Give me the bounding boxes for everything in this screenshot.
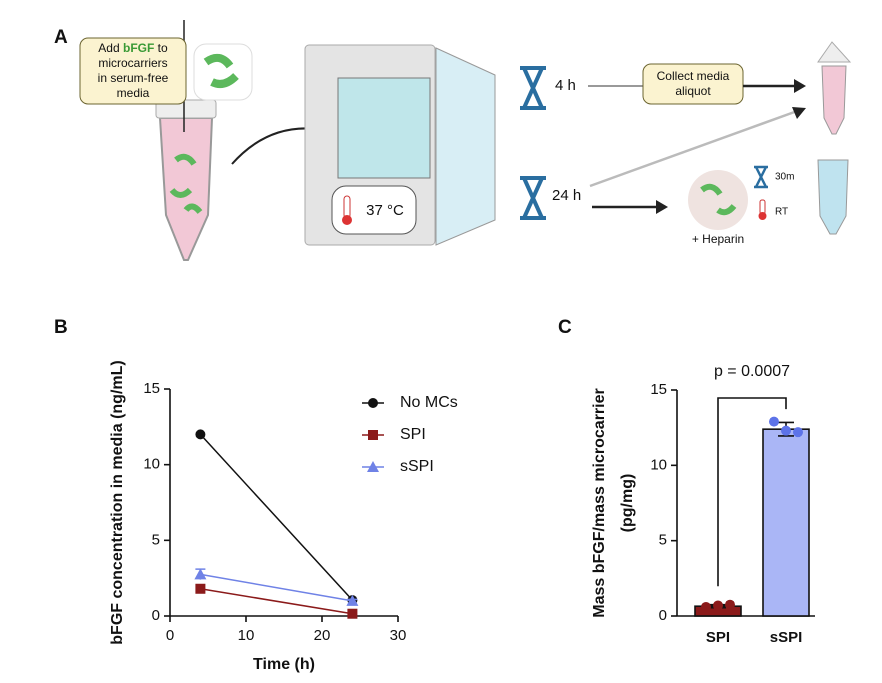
collect-box [642,63,744,105]
word: Add [98,41,119,55]
x-tick-label: 10 [238,627,255,644]
x-tick-label: 30 [390,627,407,644]
box-text: media [117,86,150,100]
marker [368,430,378,440]
marker [368,398,378,408]
heparin-label: + Heparin [692,232,744,246]
thermometer-bulb [758,212,767,220]
legend-label: No MCs [400,394,458,411]
series-line [199,433,353,601]
data-point [725,599,735,610]
thermometer [759,199,766,215]
panel-label: C [558,317,572,338]
marker [346,594,359,606]
legend-label: sSPI [400,458,434,475]
heparin-temp: RT [775,207,788,218]
x-tick-label: sSPI [770,629,803,646]
x-tick-label: 20 [314,627,331,644]
arrow [589,108,801,188]
heparin-mix [688,170,748,230]
time-label: 24 h [552,187,581,204]
icon [193,43,253,101]
arrow-head [792,107,806,119]
panel-label: B [54,317,68,338]
marker [195,429,206,440]
marker [367,461,379,472]
bar [762,428,810,617]
tube [821,65,847,135]
arrow-head [794,79,806,93]
word: to [158,41,168,55]
y-axis-label: bFGF concentration in media (ng/mL) [109,360,126,644]
marker [194,568,207,580]
data-point [701,601,711,612]
y-tick-label: 15 [143,380,160,397]
data-point [781,425,791,436]
heparin-time: 30m [775,172,794,183]
text-box [79,37,187,105]
y-tick-label: 10 [650,456,667,473]
collect-text: aliquot [675,84,711,98]
microcarriers [169,153,203,214]
incubator-door [435,47,496,246]
x-axis-label: Time (h) [253,656,315,673]
series-line [200,573,353,602]
panel-label: A [54,27,68,48]
arrow-head [656,200,668,214]
y-tick-label: 0 [152,607,160,624]
x-tick-label: 0 [166,627,174,644]
diagram: A Add bFGF to microcarriers in serum-fre… [54,20,852,261]
incubator-window [337,77,431,179]
hourglass [520,66,546,110]
y-axis-label: (pg/mg) [619,474,636,533]
collect-text: Collect media [657,69,730,83]
marker [195,583,206,594]
box-text: in serum-free [98,71,169,85]
tube [817,159,849,235]
thermometer [343,195,351,219]
word: bFGF [123,41,154,55]
hourglass [754,165,768,189]
tube [158,117,214,261]
y-tick-label: 5 [659,532,667,549]
temperature: 37 °C [366,202,404,219]
x-tick-label: SPI [706,629,730,646]
box-text: microcarriers [98,56,167,70]
temp-box [331,185,417,235]
y-tick-label: 0 [659,607,667,624]
significance-bracket [717,397,787,587]
y-axis-label: Mass bFGF/mass microcarrier [591,388,608,617]
data-point [713,600,723,611]
annotation: p = 0.0007 [714,363,790,380]
hourglass [520,176,546,220]
series-line [200,588,353,615]
microcarriers [700,183,737,216]
legend-label: SPI [400,426,426,443]
box-text: Add bFGF to [98,41,168,55]
marker [347,608,358,619]
y-tick-label: 10 [143,456,160,473]
y-tick-label: 5 [152,531,160,548]
tube-cap [817,41,852,63]
icon-cells [203,53,239,88]
thermometer-bulb [342,215,352,225]
time-label: 4 h [555,77,576,94]
data-point [769,416,779,427]
y-tick-label: 15 [650,381,667,398]
charts: B 0 5 10 15 0 10 20 30 Time (h) bFGF concentration… [54,317,815,673]
data-point [793,427,803,438]
